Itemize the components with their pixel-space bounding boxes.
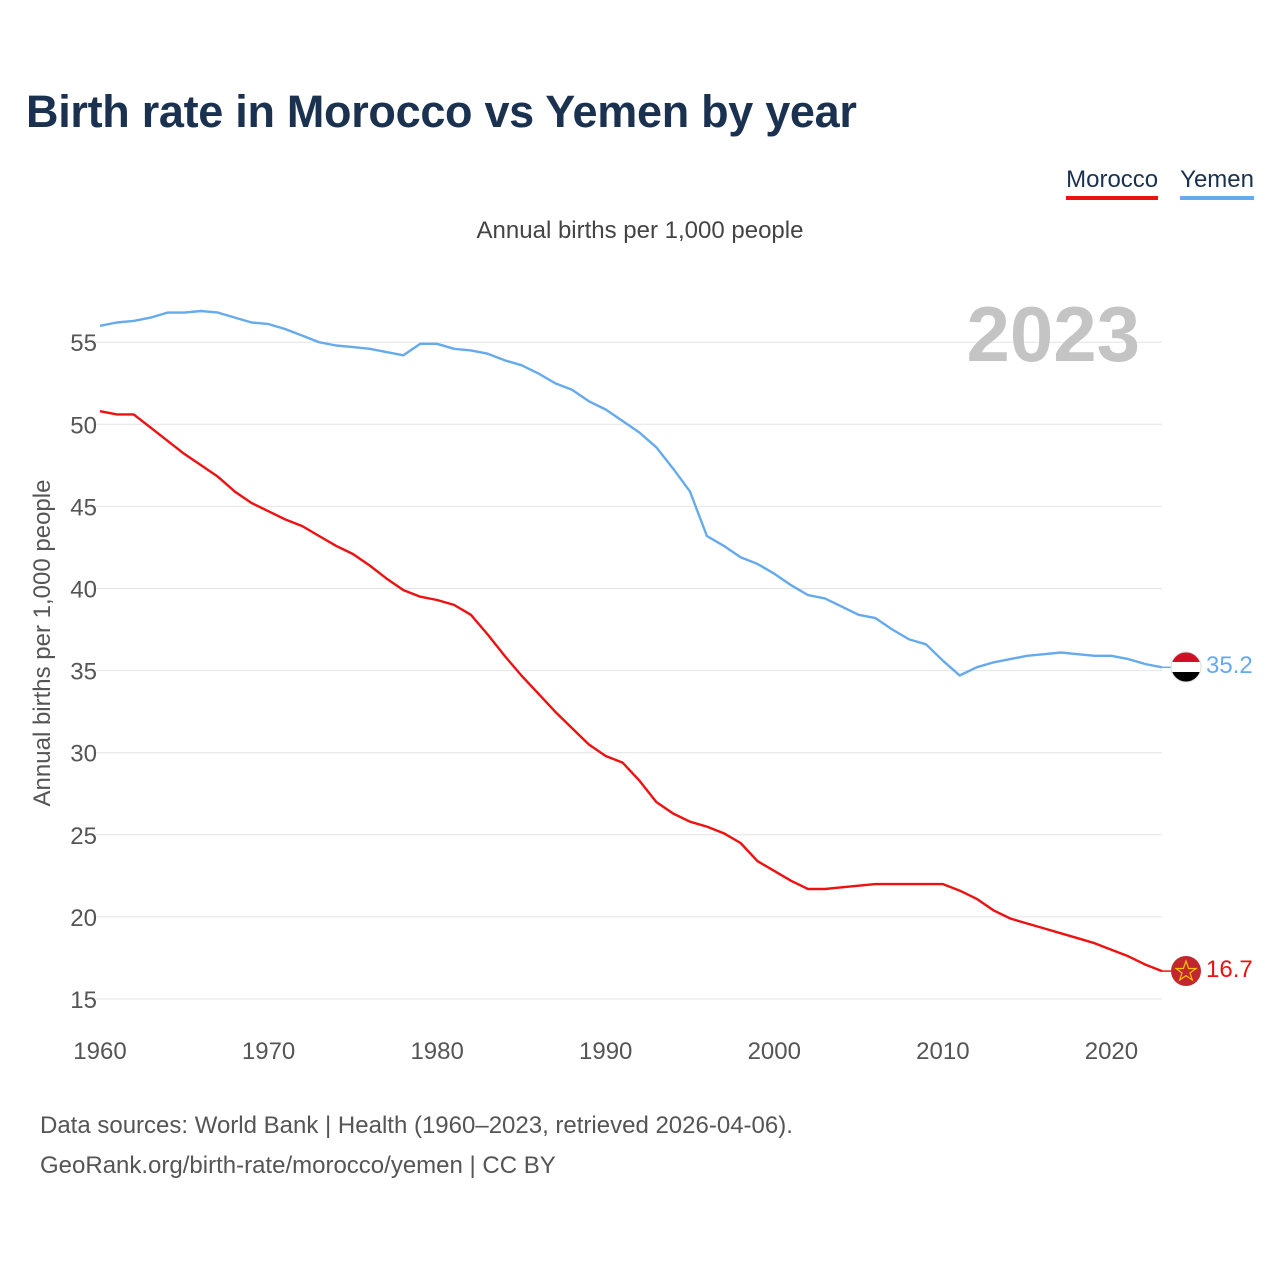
x-tick-label: 2020 [1085,1038,1138,1065]
line-chart: 15 20 25 30 35 40 45 50 55 1960 1970 1980 1990 2000 2… [29,290,1253,1065]
grid-lines [96,341,1162,1000]
chart-title: Birth rate in Morocco vs Yemen by year [26,86,857,137]
series-group [99,309,1171,973]
end-markers [1170,651,1202,986]
series-line-yemen[interactable] [99,309,1163,677]
x-tick-label: 2000 [748,1038,801,1065]
y-tick-label: 50 [70,412,97,439]
morocco-flag-icon [1171,956,1201,986]
legend-item-yemen[interactable]: Yemen [1180,166,1254,200]
y-tick-label: 55 [70,330,97,357]
end-value-morocco: 16.7 [1206,956,1253,983]
x-axis-ticks: 1960 1970 1980 1990 2000 2010 2020 [73,1038,1138,1065]
yemen-flag-icon [1170,651,1202,683]
series-line-morocco[interactable] [99,410,1163,973]
source-line-1: Data sources: World Bank | Health (1960–… [40,1112,793,1139]
chart-subtitle: Annual births per 1,000 people [476,217,804,244]
x-tick-label: 1970 [242,1038,295,1065]
y-tick-label: 30 [70,741,97,768]
y-tick-label: 35 [70,659,97,686]
y-tick-label: 20 [70,905,97,932]
x-tick-label: 1960 [73,1038,126,1065]
source-line-2[interactable]: GeoRank.org/birth-rate/morocco/yemen | C… [40,1152,556,1179]
y-tick-label: 25 [70,823,97,850]
source-note: Data sources: World Bank | Health (1960–… [40,1106,793,1186]
end-value-yemen: 35.2 [1206,652,1253,679]
x-tick-label: 1990 [579,1038,632,1065]
legend: Morocco Yemen [1066,166,1254,200]
legend-item-morocco[interactable]: Morocco [1066,166,1159,200]
y-axis-label: Annual births per 1,000 people [29,480,56,807]
y-tick-label: 15 [70,987,97,1014]
y-tick-label: 40 [70,577,97,604]
x-tick-label: 2010 [916,1038,969,1065]
y-axis-ticks: 15 20 25 30 35 40 45 50 55 [70,330,97,1014]
y-tick-label: 45 [70,494,97,521]
x-tick-label: 1980 [410,1038,463,1065]
year-label: 2023 [966,290,1140,378]
